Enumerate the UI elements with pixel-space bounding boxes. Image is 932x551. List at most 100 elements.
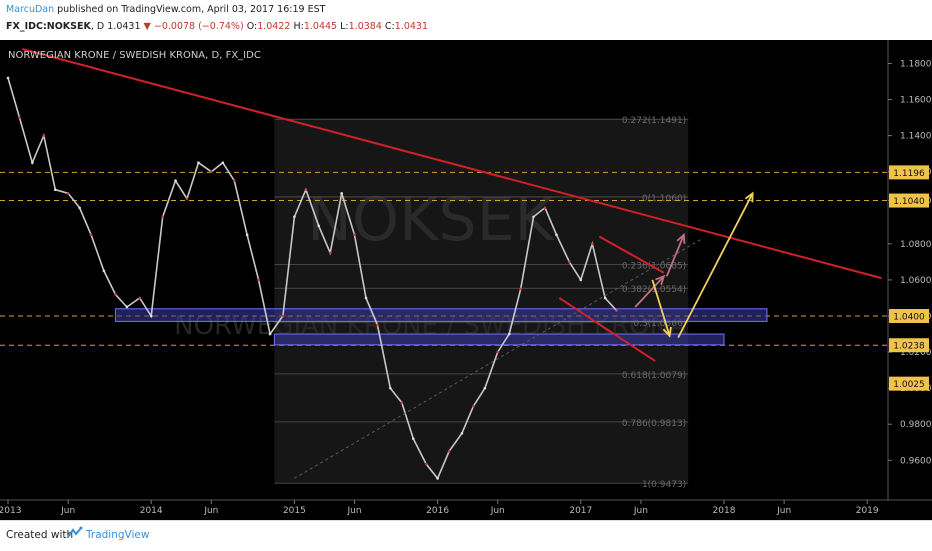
open-label: O: (246, 21, 258, 32)
price-point (31, 161, 34, 164)
x-tick-label: 2013 (0, 506, 21, 516)
created-with-label: Created with (6, 529, 74, 541)
price-point (245, 233, 249, 237)
price-tag-label: 1.1040 (893, 197, 925, 207)
support-zone (114, 308, 768, 322)
price-tag-box (889, 165, 929, 180)
fib-level-label: 0.382(1.0554) (622, 285, 686, 295)
y-tick-label: 1.0600 (900, 276, 932, 286)
price-point (389, 386, 392, 390)
low-value: 1.0384 (348, 21, 382, 32)
price-point (42, 134, 46, 137)
x-tick-label: Jun (776, 506, 791, 516)
close-label: C: (384, 21, 395, 32)
price-point (149, 314, 153, 318)
price-point (411, 437, 415, 440)
x-tick-label: 2019 (856, 506, 879, 516)
price-change: −0.0078 (−0.74%) (153, 21, 244, 32)
price-point (555, 233, 558, 237)
price-point (472, 404, 475, 408)
price-point (507, 332, 511, 336)
price-tag-box (889, 309, 929, 323)
price-point (579, 278, 583, 282)
arrow-line (665, 234, 685, 277)
quote-line: FX_IDC:NOKSEK, D 1.0431 ▼ −0.0078 (−0.74… (6, 21, 428, 32)
price-point (353, 233, 356, 237)
x-tick-label: 2018 (713, 506, 736, 516)
fib-level-label: 1(0.9473) (642, 480, 686, 490)
trendline (598, 235, 665, 274)
price-point (568, 260, 571, 264)
y-tick-label: 1.0200 (900, 348, 932, 358)
tradingview-logo-icon (66, 526, 84, 543)
published-text: published on TradingView.com, April 03, … (57, 4, 326, 15)
fib-region (274, 119, 689, 484)
x-tick-label: 2014 (140, 506, 163, 516)
close-value: 1.0431 (394, 21, 428, 32)
price-point (210, 170, 213, 173)
price-point (268, 332, 272, 336)
chart-area[interactable]: NOKSEK NORWEGIAN KRONE / SWEDISH KRONA 0.… (0, 40, 932, 520)
price-tag-box (889, 338, 929, 353)
price-point (257, 278, 260, 282)
price-point (615, 309, 618, 312)
price-point (18, 116, 21, 119)
price-point (436, 477, 439, 480)
price-point (532, 215, 535, 219)
down-arrow-icon: ▼ (143, 21, 151, 32)
price-point (483, 386, 487, 390)
support-zone (273, 333, 725, 346)
price-point (66, 192, 70, 195)
symbol-label[interactable]: FX_IDC:NOKSEK (6, 21, 91, 32)
fib-level-label: 0.618(1.0079) (622, 371, 686, 381)
price-series-line (7, 77, 618, 480)
high-value: 1.0445 (303, 21, 338, 32)
price-tag-label: 1.0238 (893, 342, 925, 352)
price-point (364, 296, 368, 300)
price-point (185, 197, 189, 201)
fib-level-label: 0.5(1.0366) (633, 319, 686, 329)
watermark-symbol: NOKSEK (307, 185, 555, 255)
price-tag-box (889, 193, 929, 208)
x-tick-label: 2015 (283, 506, 306, 516)
arrow-head (662, 326, 672, 338)
tradingview-brand-link[interactable]: TradingView (86, 529, 150, 541)
price-point (125, 305, 129, 309)
price-point (340, 192, 343, 195)
x-tick-label: Jun (347, 506, 362, 516)
price-point (496, 350, 500, 354)
arrow-line (651, 279, 671, 337)
publish-line: MarcuDan published on TradingView.com, A… (6, 4, 325, 15)
price-point (78, 206, 81, 210)
y-tick-label: 1.1800 (900, 59, 932, 69)
chart-title: NORWEGIAN KRONE / SWEDISH KRONA, D, FX_I… (8, 50, 261, 61)
price-point (543, 206, 547, 210)
price-point (519, 287, 522, 291)
fib-level-label: 0.786(0.9813) (622, 419, 686, 429)
price-point (460, 431, 464, 435)
price-tag-box (889, 376, 929, 391)
author-link[interactable]: MarcuDan (6, 4, 55, 15)
last-price: 1.0431 (107, 21, 141, 32)
x-tick-label: Jun (203, 506, 218, 516)
fib-level-label: 0(1.1060) (642, 194, 686, 204)
arrow-head (676, 232, 686, 244)
x-tick-label: Jun (490, 506, 505, 516)
arrow-head (744, 191, 754, 203)
price-point (221, 161, 225, 164)
price-tag-label: 1.0400 (893, 313, 925, 323)
x-tick-label: 2017 (569, 506, 592, 516)
price-point (328, 251, 332, 255)
interval-label: D (96, 21, 105, 32)
price-point (317, 224, 321, 228)
price-point (293, 215, 296, 219)
price-point (424, 462, 428, 466)
price-point (400, 401, 404, 404)
price-point (376, 323, 379, 327)
open-value: 1.0422 (257, 21, 291, 32)
price-tag-label: 1.0025 (893, 380, 925, 390)
trendline (558, 297, 656, 362)
price-point (281, 314, 285, 318)
y-tick-label: 0.9600 (900, 456, 932, 466)
